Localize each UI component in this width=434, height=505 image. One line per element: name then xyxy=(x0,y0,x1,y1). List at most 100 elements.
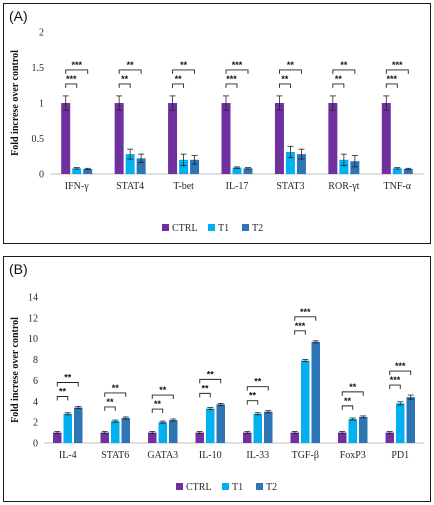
chart-b-legend-label: CTRL xyxy=(186,482,212,493)
chart-b-bar-t1 xyxy=(206,408,215,443)
chart-a-significance-bracket xyxy=(172,69,196,74)
chart-a-significance-label: *** xyxy=(71,60,82,70)
chart-a-svg: (A) Fold increse over control 0 0.5 1 1.5 2 **… xyxy=(9,8,424,234)
chart-a-category-label: STAT4 xyxy=(116,181,144,192)
chart-a-significance-label: ** xyxy=(287,60,295,70)
chart-a-significance-bracket xyxy=(225,83,238,88)
chart-a-category-label: STAT3 xyxy=(276,181,304,192)
chart-b-bar-ctrl xyxy=(243,432,252,443)
chart-b-bar-t2 xyxy=(169,420,178,443)
chart-a-legend-swatch-t2 xyxy=(242,224,249,231)
chart-b-y-tick-label: 14 xyxy=(28,293,38,304)
chart-b-legend-swatch-t2 xyxy=(256,483,263,490)
chart-b-significance-label: *** xyxy=(390,375,401,385)
chart-b-category-label: TGF-β xyxy=(292,450,319,461)
chart-b-y-axis-title: Fold increse over control xyxy=(10,317,21,423)
chart-a-bar-t1 xyxy=(339,159,349,174)
chart-b-bar-ctrl xyxy=(148,432,157,443)
chart-a-significance-bracket xyxy=(385,69,409,74)
chart-a-legend-swatch-t1 xyxy=(208,224,215,231)
chart-a-significance-label: ** xyxy=(121,74,129,84)
chart-a-category-label: T-bet xyxy=(173,181,194,192)
chart-b-y-tick-label: 4 xyxy=(33,397,38,408)
chart-b-y-tick-label: 10 xyxy=(28,334,38,345)
chart-b-bar-t2 xyxy=(216,404,225,443)
chart-a-y-tick-label: 1 xyxy=(39,99,44,110)
chart-a-significance-bracket xyxy=(118,69,142,74)
chart-b-significance-bracket xyxy=(246,400,259,405)
chart-a-significance-label: ** xyxy=(175,74,183,84)
chart-a-legend-swatch-ctrl xyxy=(162,224,169,231)
chart-a-significance-label: ** xyxy=(340,60,348,70)
chart-a-significance-label: ** xyxy=(127,60,135,70)
chart-a-significance-bracket xyxy=(278,69,302,74)
chart-a-significance-bracket xyxy=(385,83,398,88)
chart-b-bar-t1 xyxy=(301,360,310,443)
chart-b-category-label: PD1 xyxy=(391,450,409,461)
chart-b-legend-swatch-ctrl xyxy=(176,483,183,490)
chart-b-category-label: IL-33 xyxy=(246,450,269,461)
chart-a-significance-bracket xyxy=(278,83,291,88)
chart-b-significance-bracket xyxy=(104,406,116,411)
chart-a-significance-label: ** xyxy=(180,60,188,70)
chart-a-bar-t1 xyxy=(285,151,295,174)
chart-b-bar-ctrl xyxy=(338,432,347,443)
chart-a-significance-bracket xyxy=(118,83,131,88)
chart-a-bar-ctrl xyxy=(381,103,391,174)
chart-b-significance-bracket xyxy=(341,405,354,410)
chart-b-category-label: IL-10 xyxy=(199,450,222,461)
chart-b-significance-label: ** xyxy=(112,383,120,393)
chart-b-significance-bracket xyxy=(56,396,69,401)
chart-a-bar-t1 xyxy=(392,168,402,174)
chart-b-category-label: IL-4 xyxy=(59,450,77,461)
chart-a-significance-bracket xyxy=(225,69,249,74)
chart-a-bar-t2 xyxy=(83,169,93,174)
chart-a-bar-ctrl xyxy=(61,103,71,174)
chart-b-bar-ctrl xyxy=(290,432,299,443)
chart-b-significance-bracket xyxy=(56,382,79,387)
chart-b-significance-bracket xyxy=(389,384,401,390)
chart-b-significance-label: ** xyxy=(201,383,209,393)
chart-b-significance-label: ** xyxy=(154,399,162,409)
chart-b-y-tick-label: 12 xyxy=(28,313,38,324)
chart-a-bar-t2 xyxy=(243,168,253,174)
chart-a-y-tick-label: 0 xyxy=(39,170,44,181)
chart-a-significance-label: *** xyxy=(232,60,243,70)
chart-a-category-label: TNF-α xyxy=(384,181,412,192)
chart-a-bar-ctrl xyxy=(168,103,178,174)
chart-a-bar-ctrl xyxy=(328,103,338,174)
chart-b-significance-label: ** xyxy=(254,377,262,387)
chart-a-significance-bracket xyxy=(332,69,356,74)
chart-a-bar-ctrl xyxy=(114,103,124,174)
chart-b-legend-label: T2 xyxy=(266,482,277,493)
chart-a-bar-t2 xyxy=(190,159,200,174)
chart-b-significance-bracket xyxy=(199,392,211,398)
chart-b-significance-label: *** xyxy=(395,361,406,371)
chart-a-bar-ctrl xyxy=(274,103,284,174)
chart-a-y-tick-label: 1.5 xyxy=(32,63,45,74)
chart-b-significance-label: ** xyxy=(159,385,167,395)
chart-b-bar-ctrl xyxy=(195,432,204,443)
chart-a-bar-ctrl xyxy=(221,103,231,174)
chart-b-y-tick-label: 6 xyxy=(33,376,38,387)
chart-b-y-tick-label: 8 xyxy=(33,355,38,366)
chart-b-category-label: STAT6 xyxy=(101,450,129,461)
chart-a-legend-label: CTRL xyxy=(172,223,198,234)
chart-b-significance-bracket xyxy=(294,330,306,335)
chart-b-significance-label: ** xyxy=(207,369,215,379)
chart-b-significance-label: ** xyxy=(249,391,257,401)
chart-b-category-label: GATA3 xyxy=(147,450,178,461)
chart-b-significance-bracket xyxy=(294,316,317,321)
chart-a-significance-label: ** xyxy=(335,74,343,84)
chart-b-significance-bracket xyxy=(246,386,269,391)
chart-a-significance-label: *** xyxy=(226,74,237,84)
chart-b-bar-t1 xyxy=(253,413,262,443)
chart-b-significance-bracket xyxy=(104,392,127,397)
chart-b-category-label: FoxP3 xyxy=(340,450,366,461)
chart-a-significance-bracket xyxy=(172,83,185,88)
chart-panel-a: (A) Fold increse over control 0 0.5 1 1.5 2 **… xyxy=(3,3,431,244)
chart-b-bar-ctrl xyxy=(385,432,394,443)
chart-a-significance-bracket xyxy=(332,83,345,88)
chart-a-y-tick-label: 0.5 xyxy=(32,134,45,145)
chart-a-legend-label: T2 xyxy=(252,223,263,234)
